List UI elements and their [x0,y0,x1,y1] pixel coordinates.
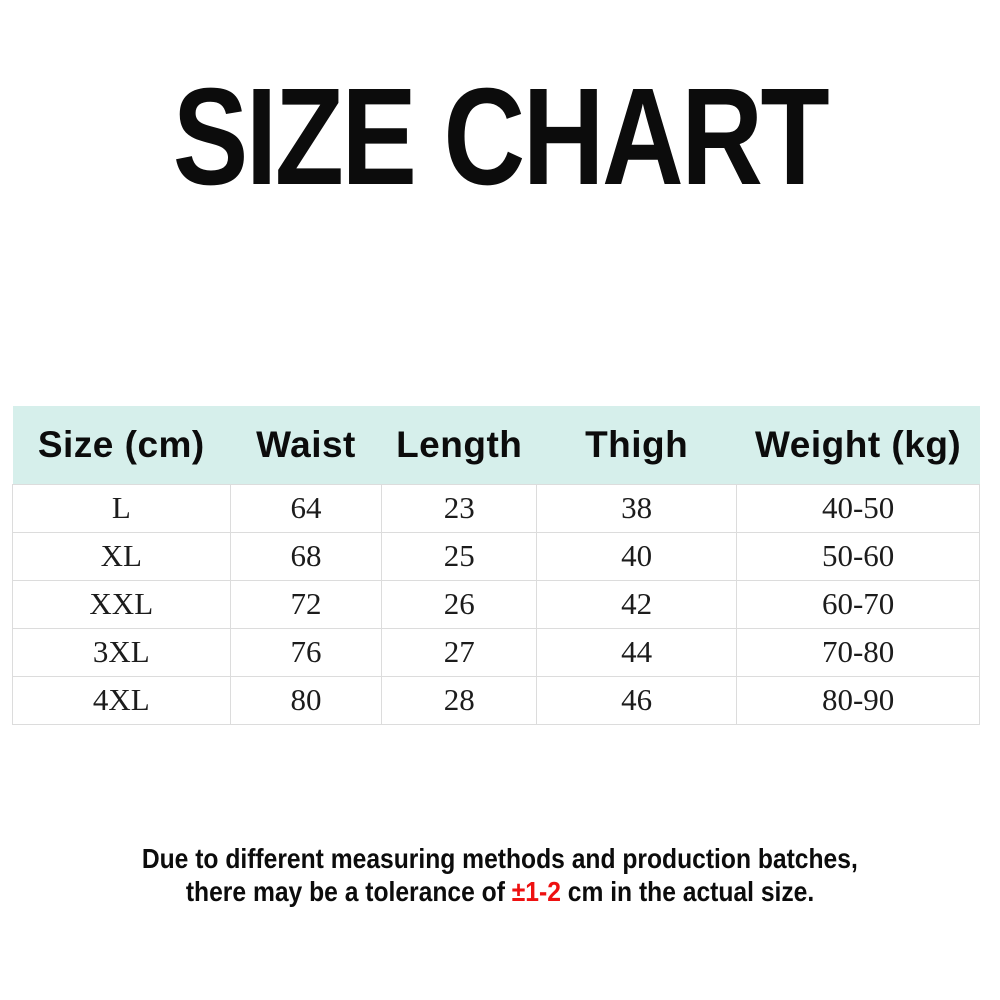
cell-weight: 40-50 [736,483,980,533]
cell-waist: 72 [229,579,383,629]
cell-length: 27 [381,627,538,677]
cell-weight: 70-80 [736,627,980,677]
page-title: SIZE CHART [0,60,1000,214]
cell-size: XXL [12,579,231,629]
tolerance-note-line2: there may be a tolerance of ±1-2 cm in t… [0,875,1000,908]
cell-size: L [12,483,231,533]
column-header-waist: Waist [230,406,382,484]
size-table-header-row: Size (cm) Waist Length Thigh Weight (kg) [12,406,980,484]
tolerance-value: ±1-2 [511,876,561,907]
cell-length: 25 [381,531,538,581]
page-title-text: SIZE CHART [172,60,830,214]
tolerance-note: Due to different measuring methods and p… [0,842,1000,908]
cell-length: 23 [381,483,538,533]
table-row-l: L 64 23 38 40-50 [12,483,980,533]
table-row-xl: XL 68 25 40 50-60 [12,531,980,581]
cell-waist: 64 [229,483,383,533]
cell-weight: 80-90 [736,675,980,725]
cell-waist: 80 [229,675,383,725]
cell-weight: 50-60 [736,531,980,581]
cell-thigh: 46 [536,675,738,725]
cell-length: 26 [381,579,538,629]
column-header-thigh: Thigh [536,406,737,484]
cell-thigh: 42 [536,579,738,629]
tolerance-note-line2-suffix: cm in the actual size. [560,876,815,907]
cell-thigh: 38 [536,483,738,533]
cell-size: 3XL [12,627,231,677]
cell-weight: 60-70 [736,579,980,629]
tolerance-note-line2-prefix: there may be a tolerance of [185,876,512,907]
cell-thigh: 44 [536,627,738,677]
table-row-4xl: 4XL 80 28 46 80-90 [12,675,980,725]
size-table: Size (cm) Waist Length Thigh Weight (kg)… [12,406,980,725]
table-row-xxl: XXL 72 26 42 60-70 [12,579,980,629]
table-row-3xl: 3XL 76 27 44 70-80 [12,627,980,677]
column-header-size: Size (cm) [12,406,231,484]
cell-waist: 68 [229,531,383,581]
tolerance-note-line1: Due to different measuring methods and p… [141,843,858,874]
cell-size: XL [12,531,231,581]
column-header-weight: Weight (kg) [736,406,980,484]
column-header-length: Length [381,406,537,484]
cell-length: 28 [381,675,538,725]
cell-size: 4XL [12,675,231,725]
cell-waist: 76 [229,627,383,677]
cell-thigh: 40 [536,531,738,581]
